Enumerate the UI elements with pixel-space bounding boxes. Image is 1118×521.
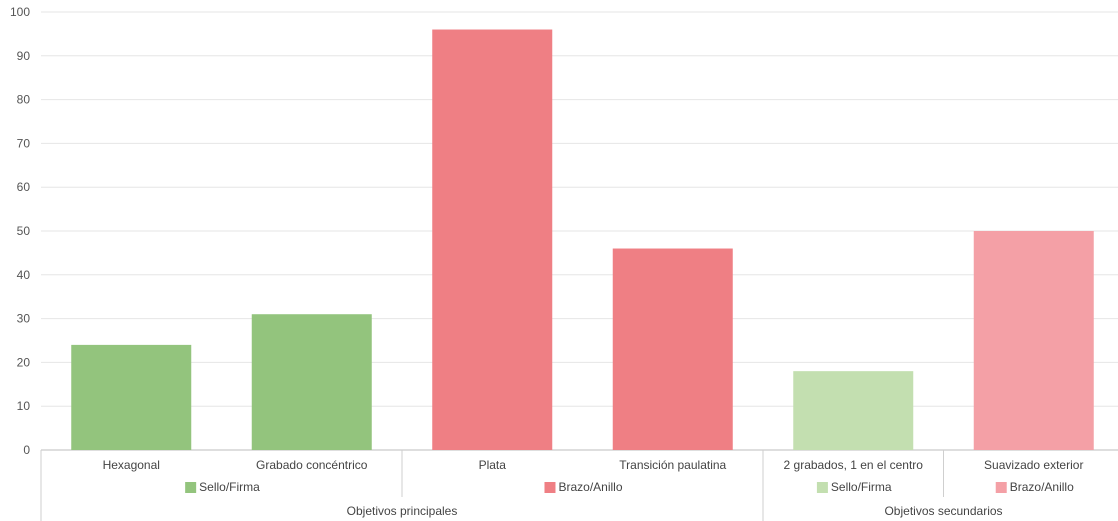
subgroup-label: Brazo/Anillo xyxy=(558,480,622,494)
legend-swatch xyxy=(995,482,1007,493)
category-axis: Hexagonal Grabado concéntrico Plata Transic… xyxy=(40,450,1083,521)
bar xyxy=(71,344,192,450)
legend-swatch xyxy=(544,482,556,493)
bar xyxy=(973,231,1094,450)
bar xyxy=(251,314,372,450)
bar xyxy=(612,248,733,450)
subgroup-label: Sello/Firma xyxy=(831,480,892,494)
y-tick-label: 80 xyxy=(17,93,31,107)
y-tick-label: 30 xyxy=(17,312,31,326)
bar xyxy=(793,371,914,450)
bar xyxy=(432,29,553,451)
y-tick-label: 0 xyxy=(23,443,30,457)
category-label: Suavizado exterior xyxy=(984,458,1083,472)
group-label: Objetivos secundarios xyxy=(884,504,1002,518)
y-tick-label: 90 xyxy=(17,49,31,63)
category-label: Transición paulatina xyxy=(619,458,726,472)
y-tick-label: 100 xyxy=(10,5,30,19)
category-label: Grabado concéntrico xyxy=(256,458,368,472)
legend-swatch xyxy=(816,482,828,493)
y-tick-label: 40 xyxy=(17,268,31,282)
group-label: Objetivos principales xyxy=(347,504,458,518)
gridlines xyxy=(41,11,1118,451)
y-axis-tick-labels: 0 10 20 30 40 50 60 70 80 90 100 xyxy=(10,5,30,457)
subgroup-label: Brazo/Anillo xyxy=(1010,480,1074,494)
y-tick-label: 20 xyxy=(17,355,31,369)
category-label: Hexagonal xyxy=(103,458,160,472)
y-tick-label: 10 xyxy=(17,399,31,413)
y-tick-label: 50 xyxy=(17,224,31,238)
y-tick-label: 60 xyxy=(17,180,31,194)
legend-swatch xyxy=(185,482,197,493)
y-tick-label: 70 xyxy=(17,136,31,150)
category-label: 2 grabados, 1 en el centro xyxy=(784,458,924,472)
bars xyxy=(71,29,1094,451)
category-label: Plata xyxy=(479,458,507,472)
subgroup-label: Sello/Firma xyxy=(199,480,260,494)
